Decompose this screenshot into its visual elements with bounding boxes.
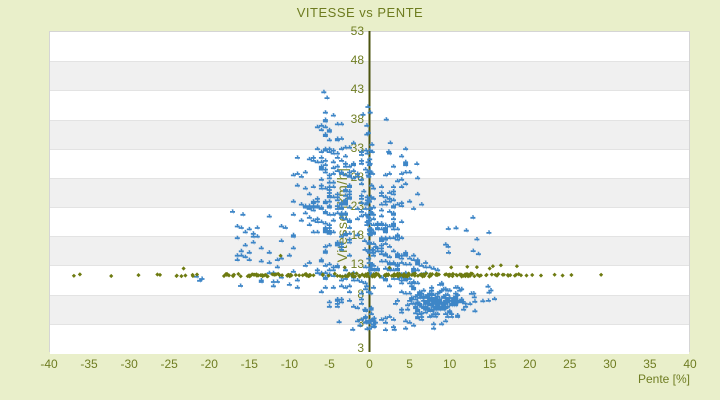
x-tick-label: -10 xyxy=(280,357,299,371)
x-tick-label: 30 xyxy=(603,357,617,371)
x-tick-label: -30 xyxy=(120,357,138,371)
vitesse-points xyxy=(193,89,497,333)
x-tick-label: 35 xyxy=(643,357,657,371)
x-tick-label: 40 xyxy=(683,357,697,371)
x-axis-title: Pente [%] xyxy=(637,372,690,386)
x-tick-label: -15 xyxy=(240,357,258,371)
x-tick-label: -20 xyxy=(200,357,218,371)
x-tick-label: 0 xyxy=(366,357,373,371)
chart-title: VITESSE vs PENTE xyxy=(296,5,424,20)
olive-band-points xyxy=(71,253,604,279)
x-tick-label: 20 xyxy=(523,357,537,371)
y-tick-label: 48 xyxy=(350,53,364,68)
y-tick-label: 53 xyxy=(350,24,364,38)
x-tick-label: 10 xyxy=(442,357,457,371)
y-tick-label: 13 xyxy=(350,257,364,272)
x-tick-label: 25 xyxy=(563,357,577,371)
y-tick-label: 3 xyxy=(357,315,364,330)
y-tick-label: 3 xyxy=(357,341,364,355)
y-tick-label: 43 xyxy=(350,82,364,97)
x-tick-label: 15 xyxy=(483,357,497,371)
x-tick-label: -25 xyxy=(160,357,178,371)
x-tick-label: -35 xyxy=(80,357,98,371)
x-tick-label: -40 xyxy=(40,357,58,371)
x-tick-label: 5 xyxy=(406,357,413,371)
x-tick-label: -5 xyxy=(324,357,335,371)
